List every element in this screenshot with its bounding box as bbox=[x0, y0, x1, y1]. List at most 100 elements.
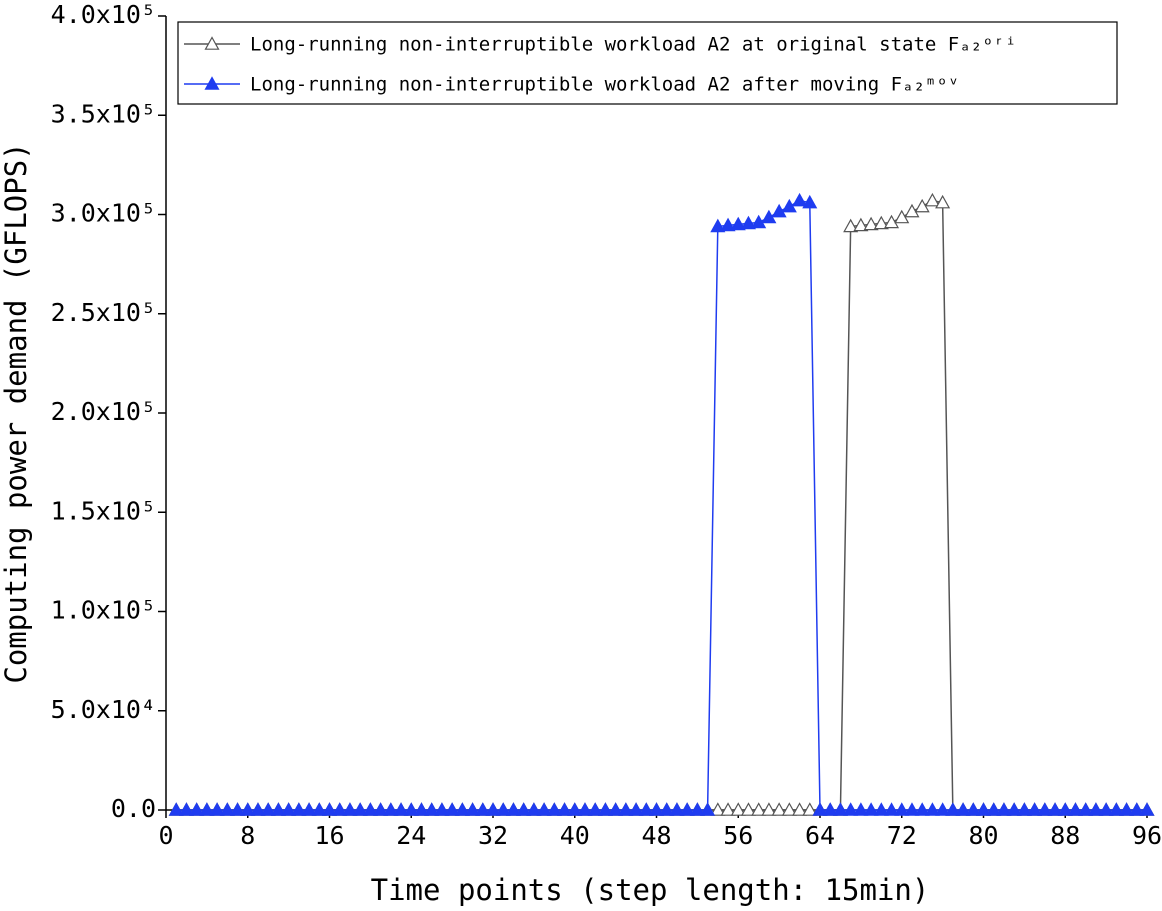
marker bbox=[189, 802, 205, 816]
x-tick-label: 56 bbox=[723, 821, 753, 850]
y-tick-label: 4.0x10⁵ bbox=[51, 0, 156, 29]
marker bbox=[751, 802, 767, 816]
marker bbox=[168, 802, 184, 816]
marker bbox=[516, 802, 532, 816]
legend-label: Long-running non-interruptible workload … bbox=[250, 34, 1016, 56]
marker bbox=[771, 802, 787, 816]
x-axis-label: Time points (step length: 15min) bbox=[371, 873, 930, 907]
marker bbox=[240, 802, 256, 816]
marker bbox=[884, 214, 900, 229]
marker bbox=[853, 802, 869, 816]
y-tick-label: 0.0 bbox=[111, 794, 156, 823]
series-line bbox=[176, 199, 1147, 811]
marker bbox=[1129, 802, 1145, 816]
marker bbox=[710, 802, 726, 816]
marker bbox=[1027, 802, 1043, 816]
x-tick-label: 48 bbox=[641, 821, 671, 850]
marker bbox=[945, 802, 961, 816]
x-tick-label: 16 bbox=[314, 821, 344, 850]
marker bbox=[281, 802, 297, 816]
marker bbox=[914, 802, 930, 816]
marker bbox=[689, 802, 705, 816]
marker bbox=[792, 192, 808, 207]
marker bbox=[648, 802, 665, 816]
x-tick-label: 96 bbox=[1132, 821, 1162, 850]
marker bbox=[761, 802, 777, 816]
marker bbox=[894, 802, 910, 816]
x-tick-label: 40 bbox=[560, 821, 590, 850]
marker bbox=[884, 802, 900, 816]
marker bbox=[904, 203, 920, 218]
marker bbox=[843, 802, 859, 816]
marker bbox=[434, 802, 450, 816]
y-tick-label: 3.0x10⁵ bbox=[51, 199, 156, 228]
marker bbox=[393, 802, 409, 816]
x-tick-label: 64 bbox=[805, 821, 835, 850]
marker bbox=[383, 802, 399, 816]
marker bbox=[873, 802, 889, 816]
marker bbox=[230, 802, 246, 816]
marker bbox=[1078, 802, 1094, 816]
marker bbox=[475, 802, 491, 816]
marker bbox=[301, 802, 317, 816]
x-tick-label: 8 bbox=[240, 821, 255, 850]
marker bbox=[260, 802, 276, 816]
marker bbox=[219, 802, 235, 816]
legend-marker bbox=[204, 36, 220, 50]
series-line bbox=[176, 199, 1147, 811]
marker bbox=[832, 802, 848, 816]
marker bbox=[720, 217, 736, 232]
marker bbox=[597, 802, 613, 816]
marker bbox=[955, 802, 971, 816]
marker bbox=[771, 203, 787, 218]
marker bbox=[577, 802, 593, 816]
x-tick-label: 32 bbox=[478, 821, 508, 850]
marker bbox=[465, 802, 481, 816]
legend-box bbox=[177, 21, 1118, 105]
marker bbox=[567, 802, 583, 816]
y-tick-label: 2.5x10⁵ bbox=[51, 298, 156, 327]
marker bbox=[730, 216, 746, 231]
marker bbox=[638, 802, 654, 816]
marker bbox=[444, 802, 460, 816]
marker bbox=[873, 215, 889, 230]
marker bbox=[975, 802, 992, 816]
marker bbox=[454, 802, 470, 816]
marker bbox=[659, 802, 675, 816]
x-tick-label: 24 bbox=[396, 821, 426, 850]
marker bbox=[935, 802, 951, 816]
marker bbox=[740, 215, 756, 230]
marker bbox=[669, 802, 685, 816]
marker bbox=[792, 802, 808, 816]
marker bbox=[608, 802, 624, 816]
marker bbox=[1016, 802, 1032, 816]
marker bbox=[904, 802, 920, 816]
marker bbox=[536, 802, 552, 816]
marker bbox=[700, 802, 716, 816]
legend-marker bbox=[204, 76, 220, 90]
marker bbox=[924, 802, 940, 816]
marker bbox=[965, 802, 981, 816]
marker bbox=[1088, 802, 1104, 816]
marker bbox=[485, 802, 501, 816]
marker bbox=[935, 194, 951, 209]
marker bbox=[311, 802, 327, 816]
marker bbox=[996, 802, 1012, 816]
marker bbox=[1006, 802, 1022, 816]
marker bbox=[413, 802, 429, 816]
y-tick-label: 5.0x10⁴ bbox=[51, 695, 156, 724]
legend-label: Long-running non-interruptible workload … bbox=[250, 74, 959, 96]
marker bbox=[424, 802, 440, 816]
marker bbox=[1098, 802, 1114, 816]
marker bbox=[1067, 802, 1083, 816]
marker bbox=[812, 802, 828, 816]
marker bbox=[1037, 802, 1053, 816]
marker bbox=[730, 802, 746, 816]
marker bbox=[342, 802, 358, 816]
marker bbox=[822, 802, 838, 816]
marker bbox=[178, 802, 194, 816]
marker bbox=[720, 802, 736, 816]
marker bbox=[740, 802, 756, 816]
marker bbox=[1057, 802, 1073, 816]
